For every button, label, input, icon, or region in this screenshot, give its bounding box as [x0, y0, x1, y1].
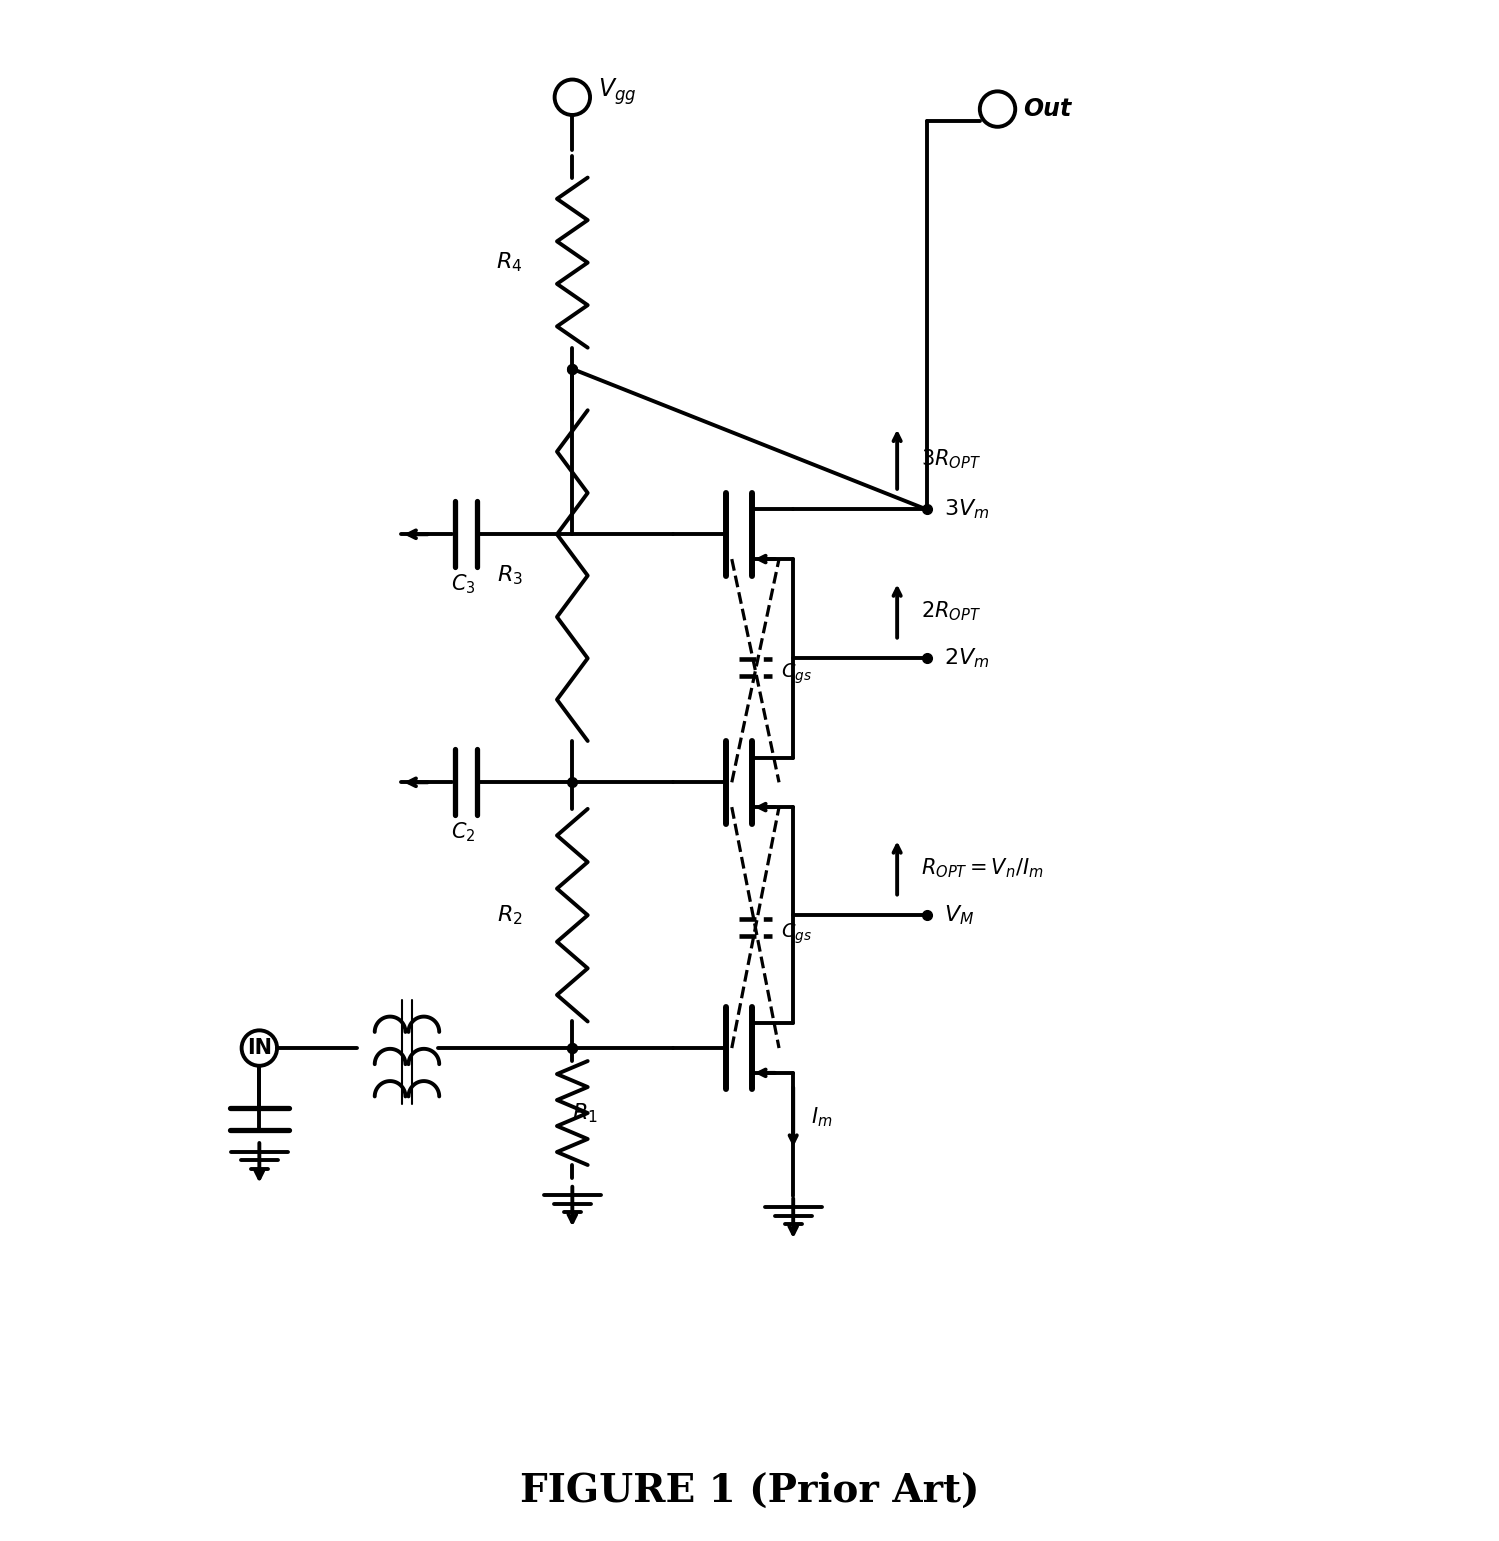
Text: $C_{gs}$: $C_{gs}$	[781, 661, 812, 686]
Text: $R_4$: $R_4$	[496, 251, 523, 274]
Text: $2V_m$: $2V_m$	[944, 647, 989, 670]
Text: $V_M$: $V_M$	[944, 903, 974, 928]
Text: $R_{OPT}=V_n/I_m$: $R_{OPT}=V_n/I_m$	[920, 857, 1043, 880]
Text: IN: IN	[247, 1039, 271, 1059]
Text: $R_2$: $R_2$	[498, 903, 523, 928]
Text: $C_{gs}$: $C_{gs}$	[781, 922, 812, 946]
Text: $3R_{OPT}$: $3R_{OPT}$	[920, 447, 980, 472]
Text: $C_3$: $C_3$	[451, 572, 477, 596]
Text: $I_m$: $I_m$	[811, 1105, 832, 1130]
Text: FIGURE 1 (Prior Art): FIGURE 1 (Prior Art)	[520, 1472, 979, 1510]
Text: $3V_m$: $3V_m$	[944, 498, 989, 521]
Text: Out: Out	[1024, 97, 1072, 122]
Text: $R_3$: $R_3$	[496, 564, 523, 587]
Text: $C_2$: $C_2$	[451, 820, 475, 844]
Text: $R_1$: $R_1$	[573, 1102, 598, 1125]
Text: $2R_{OPT}$: $2R_{OPT}$	[920, 599, 980, 623]
Text: $V_{gg}$: $V_{gg}$	[598, 76, 637, 106]
